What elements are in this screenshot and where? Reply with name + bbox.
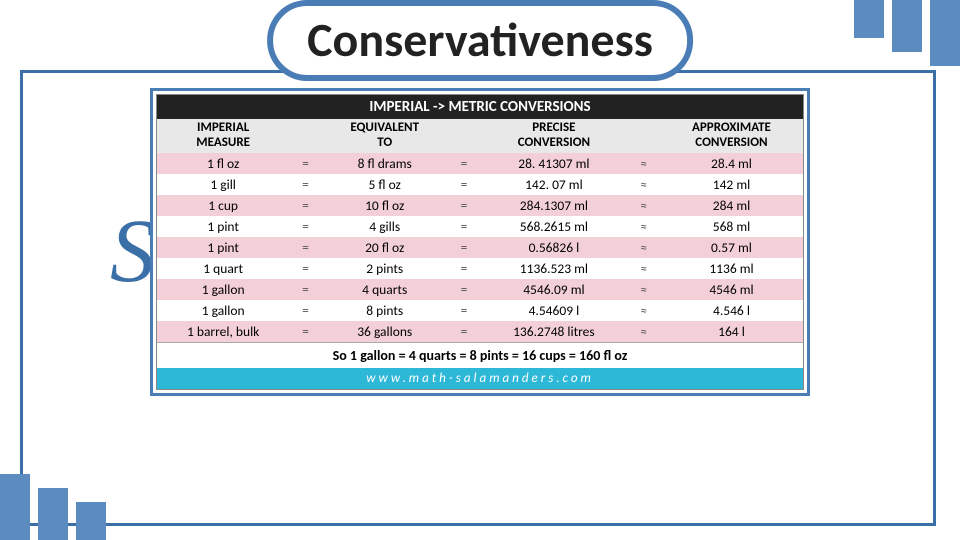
table-cell: =	[289, 216, 321, 237]
col-sep3	[628, 119, 660, 153]
table-cell: 284 ml	[660, 195, 803, 216]
table-cell: =	[448, 258, 480, 279]
table-cell: =	[289, 237, 321, 258]
table-cell: 1 gill	[157, 174, 289, 195]
table-cell: =	[448, 174, 480, 195]
table-cell: =	[448, 195, 480, 216]
conversion-table-container: IMPERIAL -> METRIC CONVERSIONS IMPERIAL …	[150, 88, 810, 396]
table-cell: ≈	[628, 153, 660, 174]
table-row: 1 barrel, bulk=36 gallons=136.2748 litre…	[157, 321, 803, 342]
table-cell: 8 pints	[322, 300, 448, 321]
table-cell: ≈	[628, 279, 660, 300]
table-row: 1 gill=5 fl oz=142. 07 ml≈142 ml	[157, 174, 803, 195]
corner-decor-bottom-left	[0, 474, 106, 540]
table-cell: ≈	[628, 258, 660, 279]
table-cell: 4546 ml	[660, 279, 803, 300]
table-cell: ≈	[628, 174, 660, 195]
table-cell: 1136.523 ml	[480, 258, 628, 279]
table-cell: 1 barrel, bulk	[157, 321, 289, 342]
table-cell: 142. 07 ml	[480, 174, 628, 195]
table-cell: 36 gallons	[322, 321, 448, 342]
table-cell: =	[448, 321, 480, 342]
table-cell: ≈	[628, 195, 660, 216]
table-cell: 164 l	[660, 321, 803, 342]
col-sep2	[448, 119, 480, 153]
table-cell: ≈	[628, 300, 660, 321]
table-title: IMPERIAL -> METRIC CONVERSIONS	[157, 95, 803, 119]
table-cell: 4.54609 l	[480, 300, 628, 321]
col-approx: APPROXIMATE CONVERSION	[660, 119, 803, 153]
table-cell: =	[448, 216, 480, 237]
table-cell: 5 fl oz	[322, 174, 448, 195]
table-cell: =	[448, 237, 480, 258]
table-row: 1 quart=2 pints=1136.523 ml≈1136 ml	[157, 258, 803, 279]
col-equivalent: EQUIVALENT TO	[322, 119, 448, 153]
corner-decor-top-right	[854, 0, 960, 66]
table-cell: 4 gills	[322, 216, 448, 237]
table-cell: 284.1307 ml	[480, 195, 628, 216]
table-cell: ≈	[628, 216, 660, 237]
table-cell: 1 pint	[157, 216, 289, 237]
table-header-row: IMPERIAL MEASURE EQUIVALENT TO PRECISE C…	[157, 119, 803, 153]
table-cell: =	[448, 153, 480, 174]
table-summary: So 1 gallon = 4 quarts = 8 pints = 16 cu…	[157, 342, 803, 368]
table-cell: =	[289, 258, 321, 279]
col-precise: PRECISE CONVERSION	[480, 119, 628, 153]
table-cell: 10 fl oz	[322, 195, 448, 216]
table-cell: 142 ml	[660, 174, 803, 195]
table-cell: 1136 ml	[660, 258, 803, 279]
table-cell: =	[448, 279, 480, 300]
table-cell: =	[448, 300, 480, 321]
table-cell: =	[289, 153, 321, 174]
table-cell: 20 fl oz	[322, 237, 448, 258]
table-cell: 28. 41307 ml	[480, 153, 628, 174]
table-cell: =	[289, 279, 321, 300]
col-imperial: IMPERIAL MEASURE	[157, 119, 289, 153]
table-cell: 2 pints	[322, 258, 448, 279]
table-row: 1 cup=10 fl oz=284.1307 ml≈284 ml	[157, 195, 803, 216]
table-cell: =	[289, 300, 321, 321]
slide-title: Conservativeness	[267, 0, 693, 81]
table-cell: 28.4 ml	[660, 153, 803, 174]
table-cell: 1 gallon	[157, 279, 289, 300]
table-cell: 1 pint	[157, 237, 289, 258]
table-row: 1 gallon=4 quarts=4546.09 ml≈4546 ml	[157, 279, 803, 300]
table-cell: 1 fl oz	[157, 153, 289, 174]
table-cell: 0.57 ml	[660, 237, 803, 258]
table-cell: 4 quarts	[322, 279, 448, 300]
table-cell: ≈	[628, 321, 660, 342]
col-sep1	[289, 119, 321, 153]
table-cell: 8 fl drams	[322, 153, 448, 174]
table-row: 1 pint=20 fl oz=0.56826 l≈0.57 ml	[157, 237, 803, 258]
table-cell: 568.2615 ml	[480, 216, 628, 237]
table-cell: ≈	[628, 237, 660, 258]
conversion-table: IMPERIAL MEASURE EQUIVALENT TO PRECISE C…	[157, 119, 803, 342]
table-cell: 1 gallon	[157, 300, 289, 321]
table-cell: 136.2748 litres	[480, 321, 628, 342]
table-cell: 0.56826 l	[480, 237, 628, 258]
background-letter: S	[110, 200, 155, 303]
table-cell: 1 cup	[157, 195, 289, 216]
table-cell: 4546.09 ml	[480, 279, 628, 300]
table-cell: 1 quart	[157, 258, 289, 279]
table-cell: =	[289, 174, 321, 195]
table-cell: 4.546 l	[660, 300, 803, 321]
table-cell: =	[289, 321, 321, 342]
table-cell: 568 ml	[660, 216, 803, 237]
table-row: 1 pint=4 gills=568.2615 ml≈568 ml	[157, 216, 803, 237]
table-row: 1 fl oz=8 fl drams=28. 41307 ml≈28.4 ml	[157, 153, 803, 174]
table-footer: www.math-salamanders.com	[157, 368, 803, 389]
table-cell: =	[289, 195, 321, 216]
table-row: 1 gallon=8 pints=4.54609 l≈4.546 l	[157, 300, 803, 321]
